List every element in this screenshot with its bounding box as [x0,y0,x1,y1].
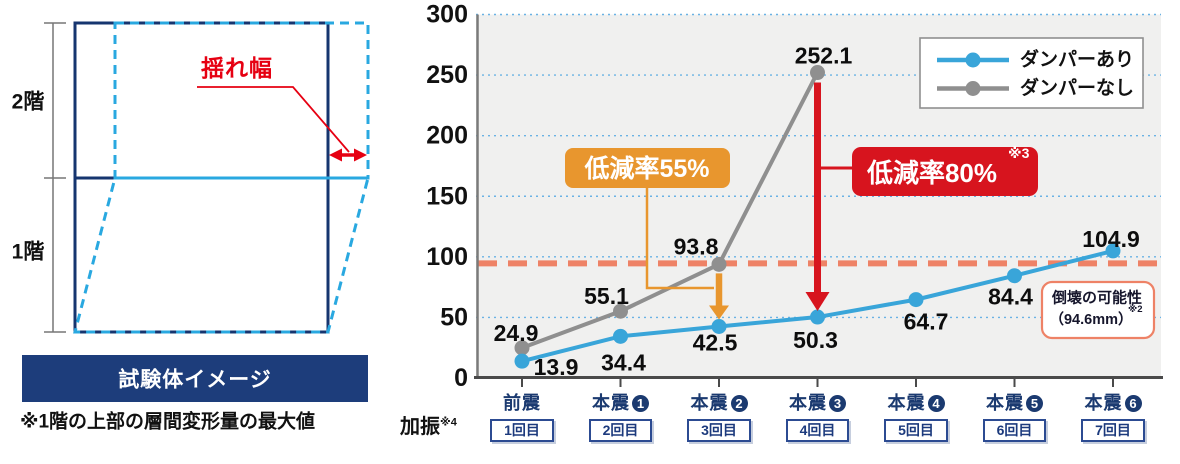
y-tick-label: 300 [426,1,468,29]
legend-label: ダンパーなし [1020,76,1134,99]
data-point [1105,243,1121,259]
data-label: 42.5 [693,330,738,356]
sway-width-label: 揺れ幅 [201,55,273,81]
data-label: 13.9 [534,354,579,380]
floor1-label: 1階 [12,241,45,264]
data-label: 34.4 [601,349,646,375]
data-point [711,256,727,272]
floor-height-bracket [44,22,66,333]
floor2-label: 2階 [12,91,45,114]
data-label: 252.1 [795,43,853,69]
data-point [908,292,924,308]
legend-marker [965,52,981,68]
data-point [514,353,530,369]
annotation-55-box [565,148,730,188]
annotation-80-arrowhead [805,292,830,312]
data-point [810,65,825,81]
data-point [613,303,628,319]
annotation-55-label: 低減率55% [583,154,709,183]
legend-label: ダンパーあり [1020,48,1134,71]
threshold-note-line2: （94.6mm） [1049,310,1132,328]
annotation-55-connector [645,188,714,290]
legend-marker [965,81,981,96]
y-tick-label: 200 [426,122,468,150]
data-label: 24.9 [494,320,539,346]
data-point [514,340,530,356]
legend-box [919,37,1144,109]
y-tick-label: 0 [454,364,468,392]
sway-label-leader-line [197,86,350,153]
annotation-80-box [852,147,1038,196]
data-point [1007,268,1022,284]
data-label: 55.1 [584,283,629,309]
data-label: 104.9 [1082,226,1140,252]
data-label: 64.7 [904,309,949,335]
data-label: 50.3 [793,327,838,353]
threshold-note-footnote-mark: ※2 [1128,304,1143,315]
data-point [810,309,825,325]
sway-width-arrow [329,148,367,162]
y-tick-label: 150 [426,182,468,210]
threshold-note-line1: 倒壊の可能性 [1051,289,1142,307]
diagram-caption-banner [22,355,368,402]
y-tick-label: 100 [426,243,468,271]
data-point [711,319,727,335]
deformed-frame-outline [73,21,370,334]
data-point [613,328,628,344]
annotation-80-label: 低減率80% [866,158,997,188]
diagram-footnote: ※1階の上部の層間変形量の最大値 [20,410,315,433]
diagram-caption-text: 試験体イメージ [118,368,272,392]
annotation-55-arrowhead [709,305,729,320]
annotation-80-footnote-mark: ※3 [1008,145,1030,161]
test-specimen-diagram: 2階 1階 揺れ幅 試験体イメージ ※1階の上部の層間変形量の最大値 [12,21,370,433]
y-tick-label: 50 [440,303,468,331]
y-tick-label: 250 [426,61,468,89]
data-label: 93.8 [674,233,719,259]
data-label: 84.4 [988,284,1033,310]
threshold-note-box [1040,280,1156,340]
